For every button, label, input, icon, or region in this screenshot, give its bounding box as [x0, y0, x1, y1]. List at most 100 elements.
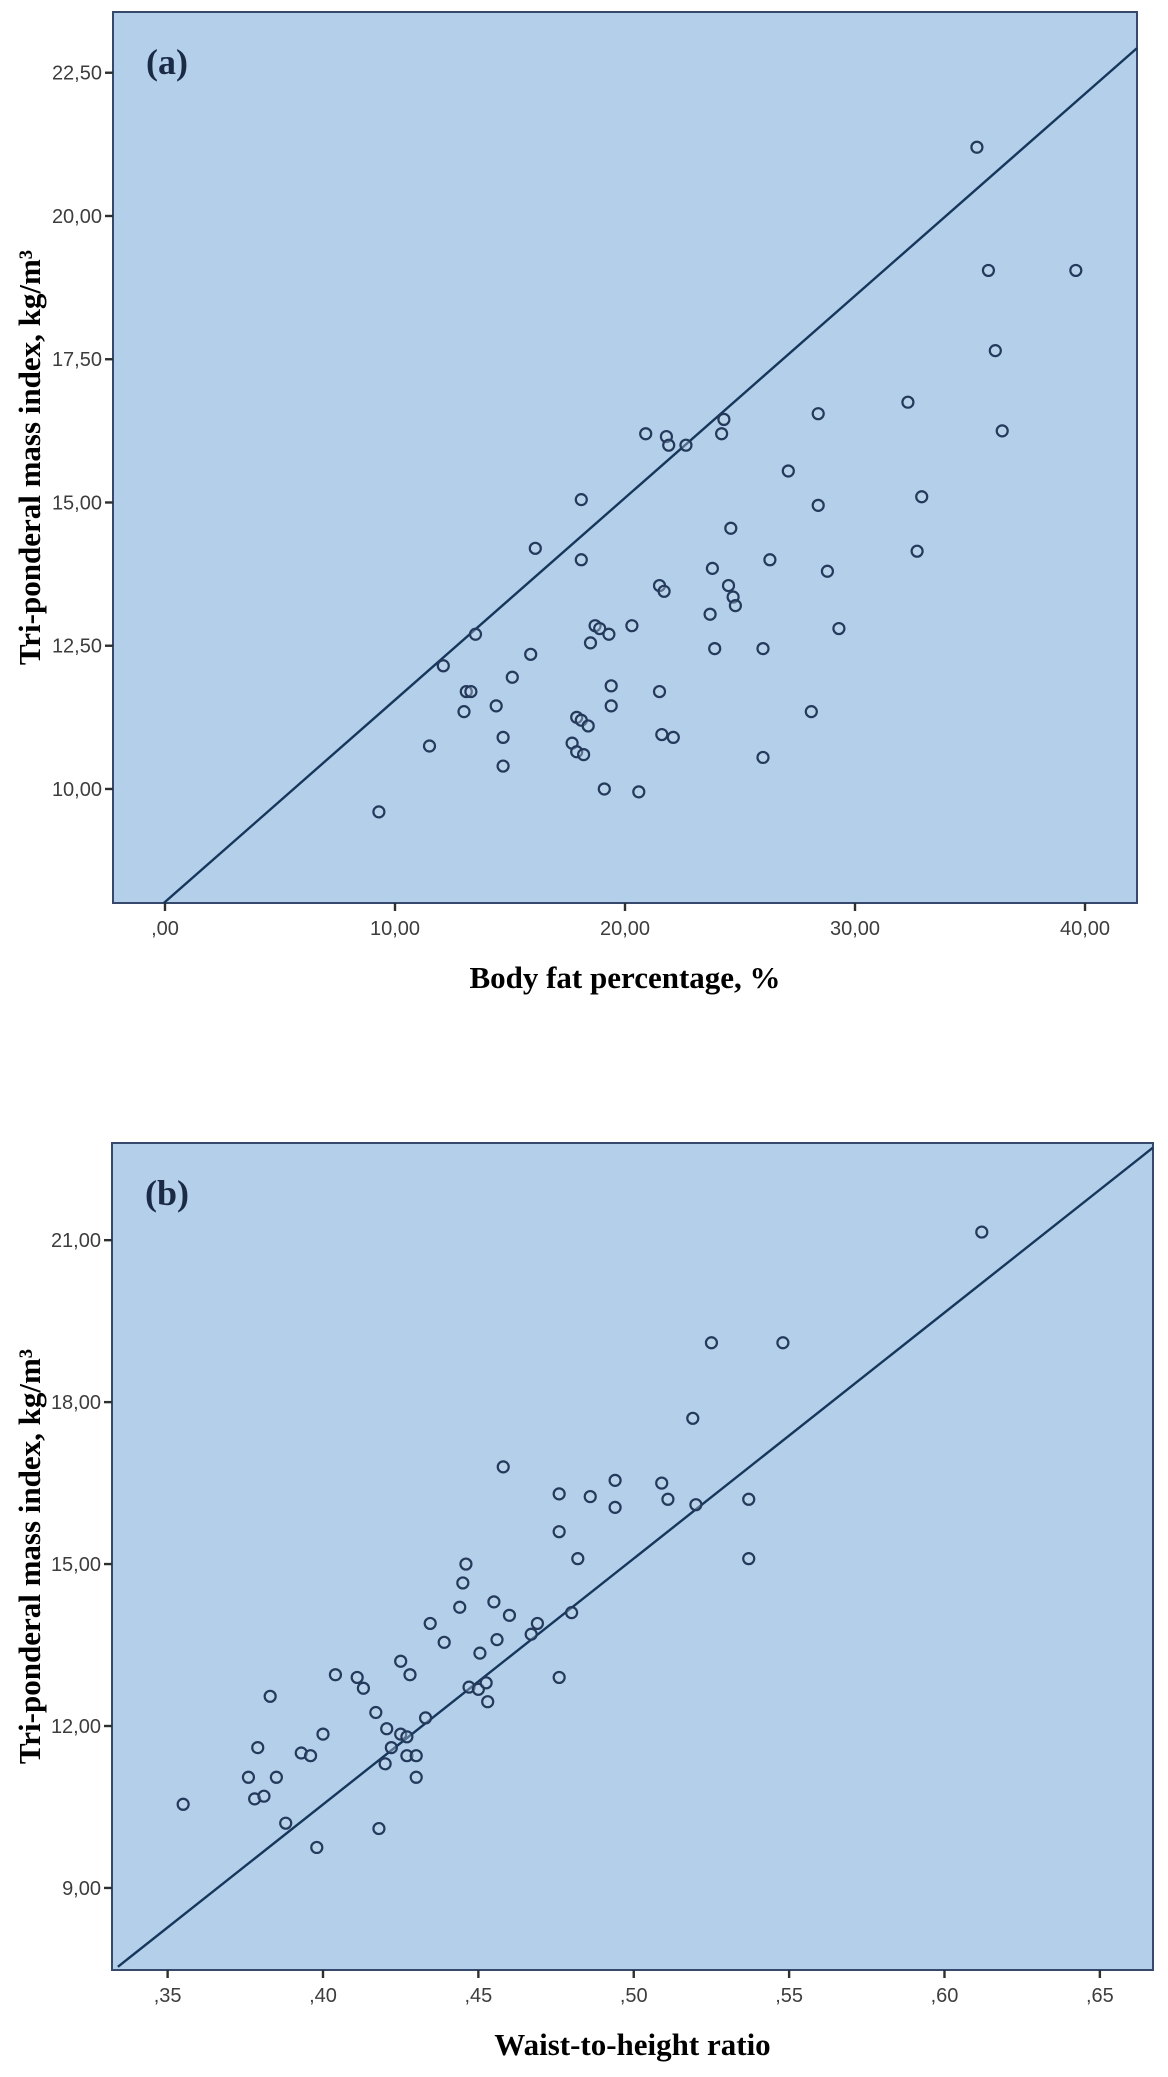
panel-label: (b) [145, 1173, 189, 1213]
data-point [251, 1740, 265, 1755]
y-tick-label: 22,50 [52, 63, 102, 85]
data-point [975, 1225, 989, 1239]
data-point [574, 493, 588, 507]
data-point [804, 705, 818, 719]
x-tick-label: ,40 [309, 1985, 337, 2007]
data-point [756, 641, 770, 656]
data-point [552, 1487, 566, 1501]
data-point [763, 553, 777, 567]
data-point [479, 1676, 493, 1690]
data-point [241, 1770, 256, 1784]
y-tick-label: 17,50 [52, 349, 102, 371]
data-point [708, 641, 722, 656]
data-point [652, 684, 667, 699]
data-point [570, 745, 584, 759]
plot-area [111, 1142, 1154, 1971]
data-point [679, 438, 693, 452]
data-point [608, 1500, 622, 1514]
data-point [409, 1749, 423, 1763]
data-point [552, 1670, 566, 1685]
data-point [490, 1633, 504, 1647]
chart-panel-b: ,35 ,40 ,45 ,50 ,55 ,60 ,65 9,00 12,00 15,00 18,00… [12, 1142, 1154, 2062]
y-tick-label: 20,00 [52, 206, 102, 228]
data-point [263, 1689, 277, 1703]
data-point [464, 684, 478, 699]
data-point [328, 1668, 343, 1682]
data-point [666, 730, 680, 745]
data-point [502, 1608, 517, 1622]
data-point [981, 263, 996, 278]
data-point [400, 1749, 414, 1763]
data-point [901, 395, 915, 409]
data-point [715, 427, 729, 441]
identity-line [117, 1146, 1154, 1968]
x-tick-label: ,00 [151, 918, 179, 940]
data-point [583, 1489, 597, 1504]
data-point [384, 1740, 398, 1755]
data-point [602, 627, 616, 641]
data-point [742, 1552, 756, 1566]
data-point [655, 1476, 669, 1490]
y-axis-title: Tri-ponderal mass index, kg/m³ [12, 1349, 47, 1764]
data-point [530, 1616, 545, 1631]
data-point [910, 544, 924, 558]
data-point [310, 1840, 324, 1855]
y-tick-label: 21,00 [51, 1230, 101, 1252]
data-point [369, 1705, 383, 1720]
data-point [409, 1770, 423, 1784]
data-point [437, 1635, 451, 1649]
data-point [564, 1606, 579, 1620]
x-tick-label: ,65 [1086, 1985, 1114, 2007]
data-point [571, 1552, 585, 1566]
data-point [496, 730, 510, 745]
panel-label: (a) [146, 42, 188, 82]
data-point [316, 1727, 330, 1741]
data-point [269, 1770, 283, 1784]
data-point [604, 699, 618, 713]
data-point [1069, 263, 1083, 278]
data-point [436, 659, 450, 673]
data-point [583, 636, 598, 650]
x-tick-label: ,60 [931, 1985, 959, 2007]
data-point [604, 679, 618, 693]
data-point [279, 1816, 293, 1830]
x-tick-label: ,45 [464, 1985, 492, 2007]
data-point [705, 561, 720, 575]
y-tick-label: 12,00 [51, 1716, 101, 1738]
identity-line [163, 47, 1138, 904]
data-point [528, 541, 542, 555]
x-tick-label: ,35 [154, 1985, 182, 2007]
data-point [481, 1695, 495, 1709]
data-point [453, 1600, 467, 1614]
data-point [717, 412, 731, 426]
data-point [524, 647, 538, 661]
data-point [257, 1789, 271, 1803]
data-point [576, 747, 591, 762]
data-point [728, 599, 743, 613]
data-point [176, 1797, 190, 1811]
data-point [915, 490, 929, 504]
data-point [372, 805, 386, 819]
y-axis-title: Tri-ponderal mass index, kg/m³ [12, 250, 47, 665]
data-point [995, 424, 1009, 438]
data-point [832, 621, 846, 636]
y-tick-label: 18,00 [51, 1392, 101, 1414]
data-point [655, 727, 669, 742]
data-point [657, 584, 671, 598]
x-tick-label: ,55 [775, 1985, 803, 2007]
data-point [459, 1557, 473, 1571]
data-point [423, 1616, 437, 1631]
data-point [350, 1670, 364, 1685]
data-point [661, 1492, 675, 1506]
chart-panel-a: ,00 10,00 20,00 30,00 40,00 10,00 12,50 15,00 17… [12, 11, 1138, 995]
data-point [703, 607, 717, 621]
data-point [639, 427, 653, 441]
data-point [422, 739, 437, 753]
x-axis-title: Waist-to-height ratio [494, 2027, 770, 2062]
data-point [487, 1595, 501, 1609]
y-tick-label: 10,00 [52, 779, 102, 801]
data-point [970, 140, 984, 154]
data-point [457, 705, 471, 719]
